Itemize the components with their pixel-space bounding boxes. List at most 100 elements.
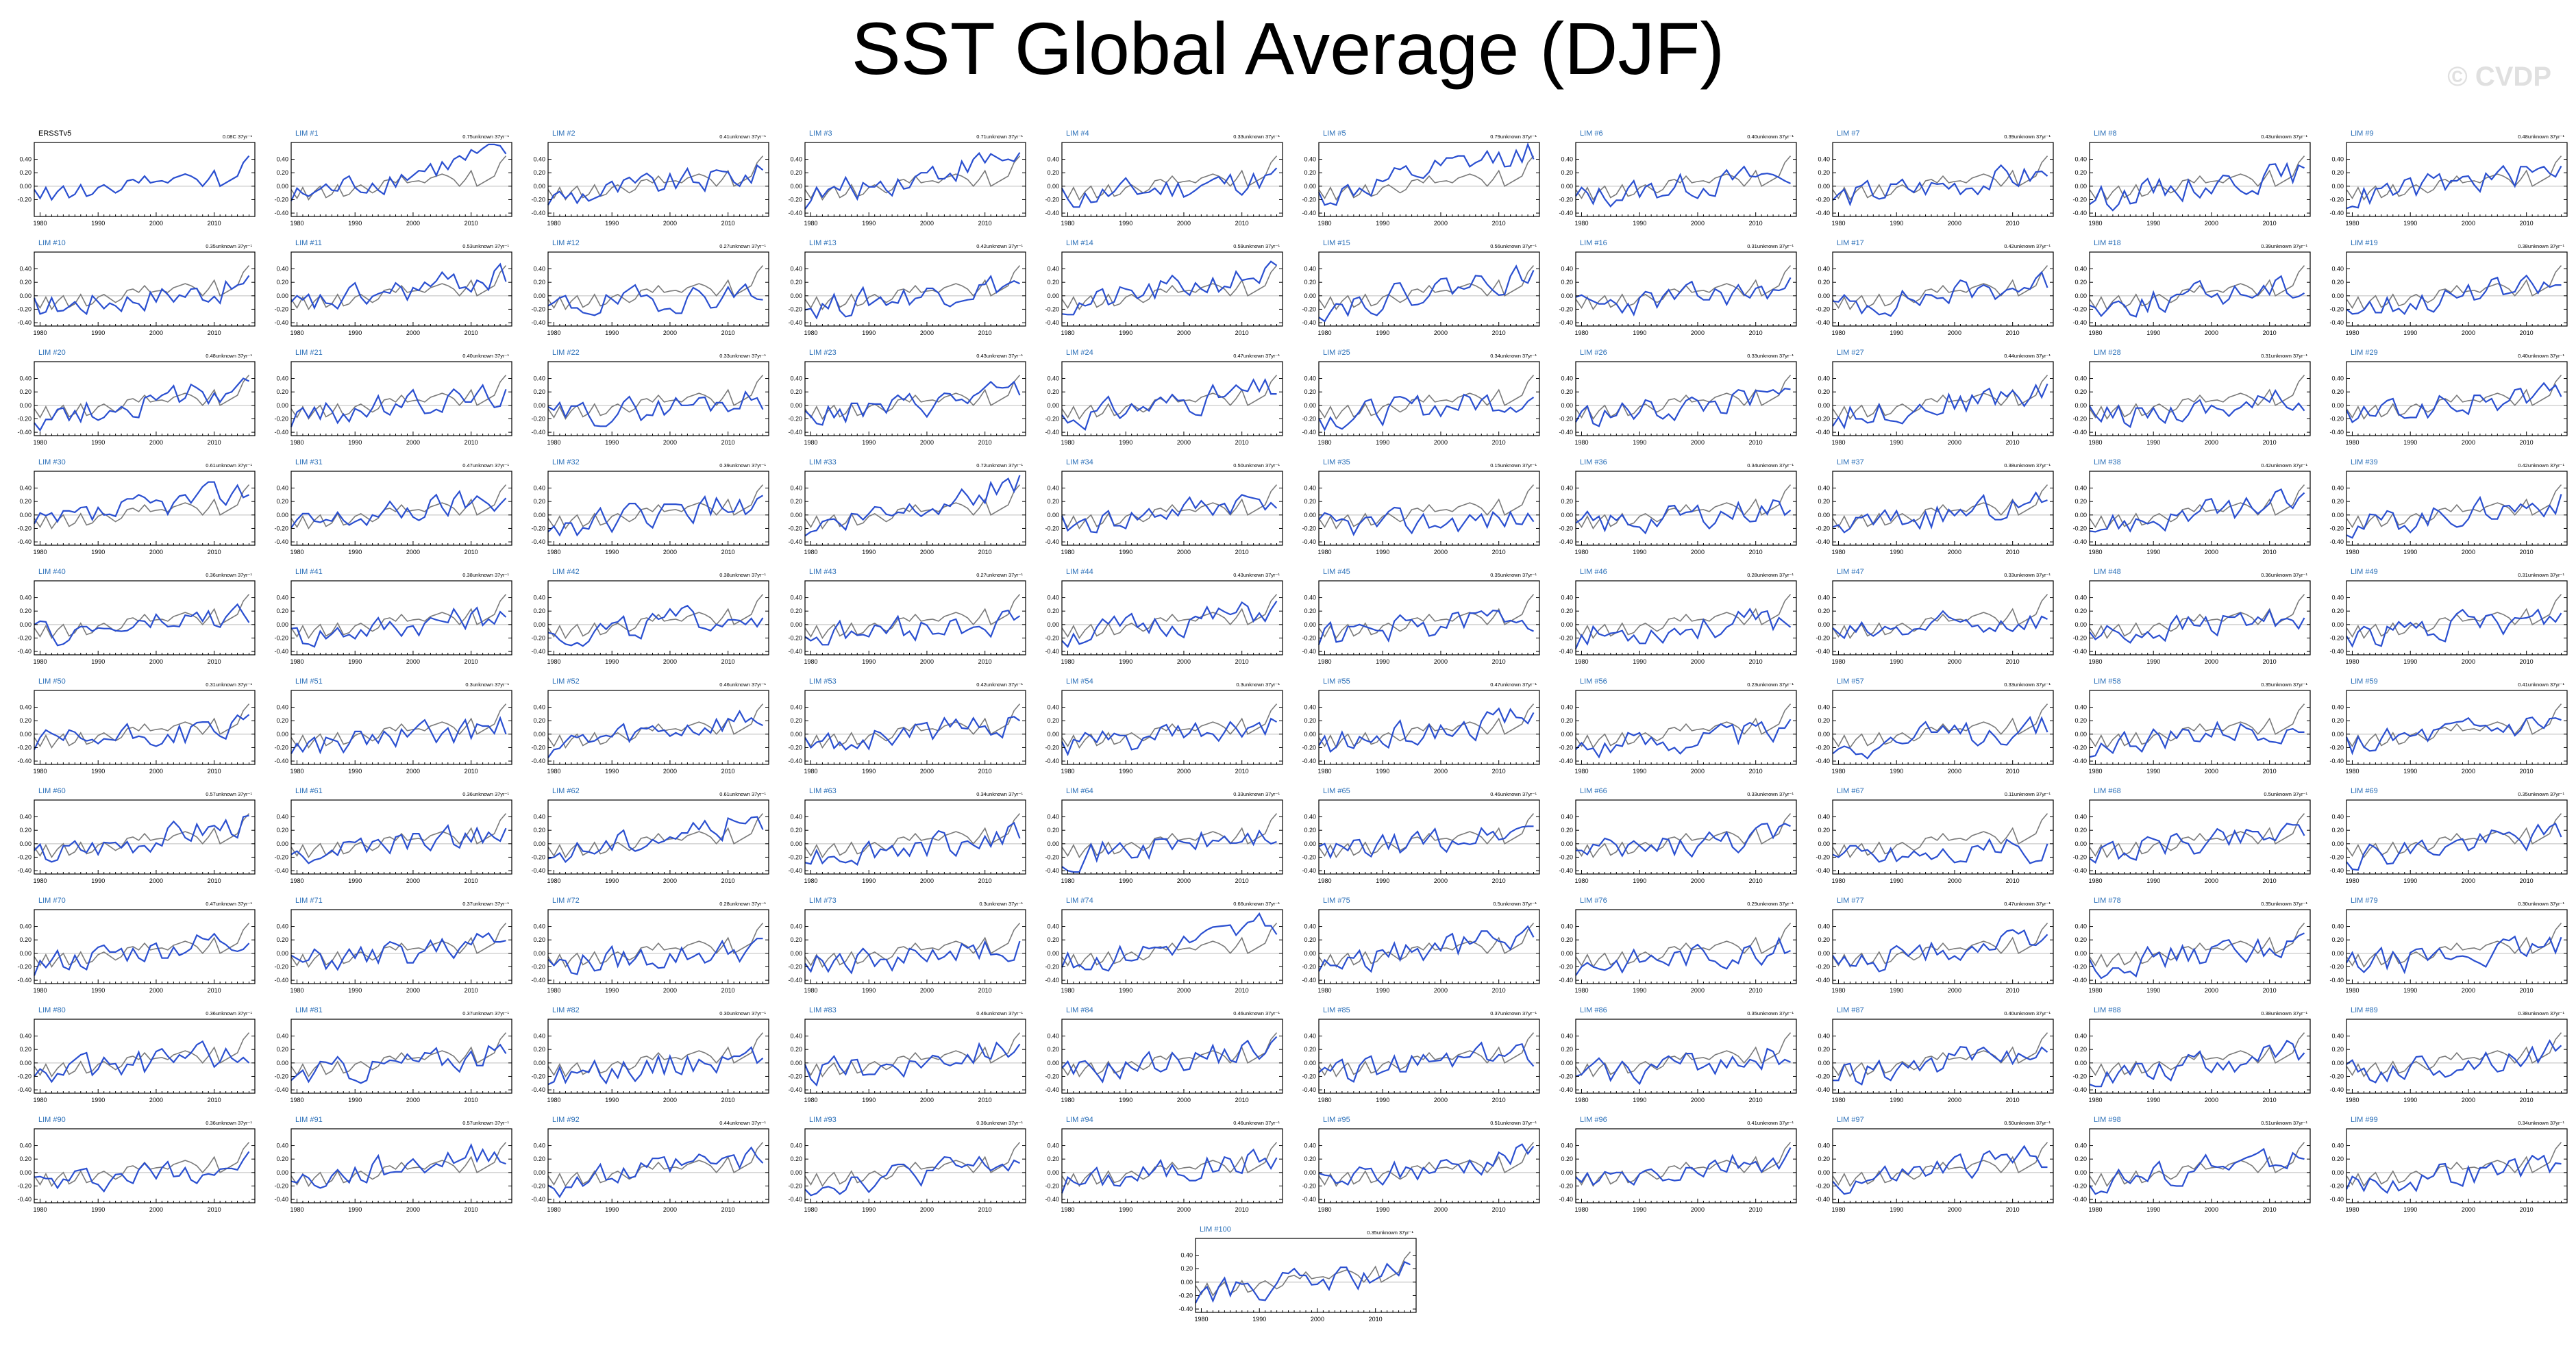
panel-title: LIM #39: [2351, 458, 2378, 466]
y-tick-label: -0.40: [788, 429, 802, 436]
panel-member: LIM #58 0.35unknown 37yr⁻¹ 0.40 0.20 0.00 -0.…: [2069, 674, 2316, 777]
y-tick-label: 0.40: [533, 704, 545, 711]
x-tick-label: 1980: [1831, 329, 1845, 336]
plot-frame: [804, 471, 1026, 546]
x-tick-label: 2000: [920, 329, 934, 336]
panel-title: LIM #68: [2094, 787, 2121, 795]
panel-member: LIM #21 0.40unknown 37yr⁻¹ 0.40 0.20 0.00 -0.…: [271, 345, 517, 448]
panel-title: LIM #52: [552, 677, 580, 686]
x-tick-label: 2000: [1434, 987, 1448, 994]
x-tick-label: 2000: [920, 768, 934, 775]
model-series-line: [290, 932, 506, 971]
y-tick-label: -0.20: [17, 744, 32, 751]
y-tick-label: 0.00: [1304, 183, 1316, 190]
x-tick-label: 1980: [804, 549, 817, 556]
y-tick-label: -0.40: [788, 648, 802, 655]
x-tick-label: 1980: [804, 439, 817, 446]
x-tick-label: 1980: [1574, 877, 1588, 884]
observation-line: [2089, 155, 2305, 201]
trend-label: 0.31unknown 37yr⁻¹: [1747, 243, 1794, 249]
y-tick-label: 0.00: [533, 183, 545, 190]
y-tick-label: -0.20: [1816, 305, 1830, 312]
y-tick-label: 0.20: [1561, 169, 1573, 176]
trend-label: 0.36unknown 37yr⁻¹: [206, 572, 252, 578]
panel-plot: LIM #56 0.23unknown 37yr⁻¹ 0.40 0.20 0.00 -0.…: [1559, 677, 1797, 775]
x-tick-label: 1980: [547, 549, 560, 556]
observation-line: [547, 265, 764, 311]
x-tick-label: 2010: [2520, 549, 2534, 556]
panel-member: LIM #16 0.31unknown 37yr⁻¹ 0.40 0.20 0.00 -0.…: [1555, 236, 1802, 338]
y-tick-label: 0.00: [1818, 402, 1830, 409]
observation-line: [547, 923, 764, 969]
panel-title: LIM #44: [1066, 568, 1093, 576]
y-tick-label: 0.20: [790, 717, 802, 724]
y-tick-label: -0.40: [17, 429, 32, 436]
y-tick-label: -0.20: [274, 196, 288, 203]
x-tick-label: 2010: [1749, 329, 1763, 336]
panel-title: LIM #45: [1323, 568, 1350, 576]
y-tick-label: -0.40: [1559, 429, 1573, 436]
observation-line: [1061, 813, 1278, 859]
x-tick-label: 1980: [33, 439, 47, 446]
y-tick-label: 0.00: [533, 292, 545, 299]
panel-member: LIM #34 0.50unknown 37yr⁻¹ 0.40 0.20 0.00 -0.…: [1041, 455, 1288, 558]
panel-plot: LIM #2 0.41unknown 37yr⁻¹ 0.40 0.20 0.00 -0.2…: [531, 129, 769, 227]
x-tick-label: 2010: [2263, 877, 2277, 884]
y-tick-label: 0.00: [2331, 183, 2344, 190]
x-tick-label: 1980: [2345, 768, 2359, 775]
model-series-line: [1317, 610, 1534, 645]
x-tick-label: 2010: [2263, 439, 2277, 446]
trend-label: 0.59unknown 37yr⁻¹: [1233, 243, 1280, 249]
x-tick-label: 1990: [1890, 877, 1903, 884]
model-series-line: [1832, 610, 2048, 640]
trend-label: 0.42unknown 37yr⁻¹: [2004, 243, 2051, 249]
y-tick-label: 0.20: [1818, 498, 1830, 505]
x-tick-label: 2010: [2006, 658, 2020, 665]
x-tick-label: 1980: [1574, 658, 1588, 665]
panel-plot: LIM #53 0.42unknown 37yr⁻¹ 0.40 0.20 0.00 -0.…: [788, 677, 1026, 775]
y-tick-label: 0.20: [2331, 169, 2344, 176]
x-tick-label: 1990: [348, 877, 362, 884]
y-tick-label: 0.40: [1304, 266, 1316, 273]
x-tick-label: 1980: [1317, 549, 1331, 556]
x-tick-label: 1980: [2088, 439, 2102, 446]
observation-line: [290, 155, 507, 201]
panel-plot: LIM #57 0.33unknown 37yr⁻¹ 0.40 0.20 0.00 -0.…: [1816, 677, 2054, 775]
y-tick-label: 0.00: [19, 731, 32, 738]
trend-label: 0.28unknown 37yr⁻¹: [719, 901, 766, 907]
x-tick-label: 1980: [33, 658, 47, 665]
y-tick-label: -0.20: [2329, 525, 2344, 532]
y-tick-label: 0.00: [1818, 183, 1830, 190]
x-tick-label: 2010: [465, 439, 478, 446]
x-tick-label: 2010: [465, 768, 478, 775]
trend-label: 0.3unknown 37yr⁻¹: [1236, 682, 1280, 688]
panel-member: LIM #36 0.34unknown 37yr⁻¹ 0.40 0.20 0.00 -0.…: [1555, 455, 1802, 558]
y-tick-label: 0.40: [2075, 266, 2087, 273]
x-tick-label: 2010: [2006, 877, 2020, 884]
panel-title: LIM #4: [1066, 129, 1089, 138]
x-tick-label: 1990: [862, 877, 876, 884]
y-tick-label: 0.00: [276, 402, 288, 409]
panel-plot: LIM #35 0.15unknown 37yr⁻¹ 0.40 0.20 0.00 -0.…: [1302, 458, 1540, 556]
x-tick-label: 1980: [2088, 329, 2102, 336]
y-tick-label: 0.40: [276, 375, 288, 382]
x-tick-label: 1990: [2403, 768, 2417, 775]
model-series-line: [1061, 829, 1277, 873]
panel-title: LIM #19: [2351, 239, 2378, 247]
observation-line: [1318, 703, 1535, 749]
y-tick-label: 0.20: [2331, 717, 2344, 724]
y-tick-label: 0.40: [276, 595, 288, 601]
y-tick-label: 0.20: [1304, 498, 1316, 505]
trend-label: 0.31unknown 37yr⁻¹: [2261, 353, 2307, 359]
y-tick-label: 0.00: [2331, 292, 2344, 299]
panel-member: LIM #75 0.5unknown 37yr⁻¹ 0.40 0.20 0.00 -0.2…: [1298, 893, 1545, 996]
x-tick-label: 1990: [862, 439, 876, 446]
y-tick-label: 0.00: [533, 840, 545, 847]
y-tick-label: 0.00: [2075, 621, 2087, 628]
trend-label: 0.34unknown 37yr⁻¹: [1490, 353, 1537, 359]
x-tick-label: 2010: [2263, 768, 2277, 775]
y-tick-label: 0.00: [1047, 512, 1059, 519]
x-tick-label: 2000: [2205, 439, 2218, 446]
y-tick-label: 0.40: [533, 595, 545, 601]
y-tick-label: -0.40: [2072, 319, 2087, 326]
